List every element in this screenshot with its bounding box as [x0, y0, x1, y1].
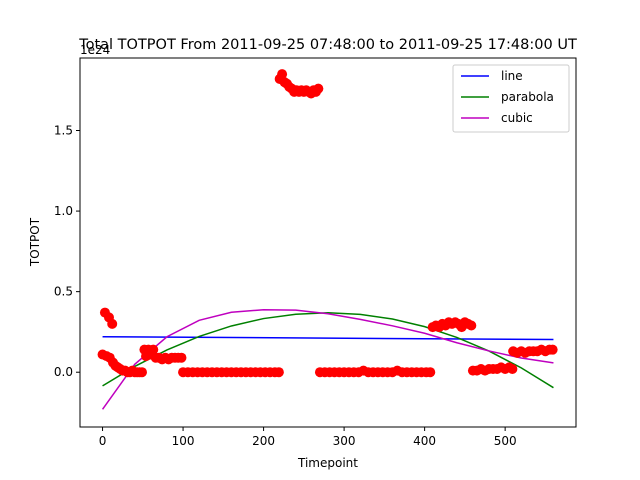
x-tick-label: 100	[172, 434, 195, 448]
y-tick-label: 0.0	[54, 365, 73, 379]
series-layer	[101, 308, 554, 410]
y-tick-label: 1.0	[54, 204, 73, 218]
scatter-point	[507, 363, 518, 374]
scatter-point	[313, 83, 324, 94]
scatter-point	[148, 344, 159, 355]
y-axis-label: TOTPOT	[28, 217, 42, 267]
scatter-point	[176, 352, 187, 363]
legend-box	[452, 64, 570, 133]
axes-frame	[79, 57, 577, 428]
x-tick-label: 500	[494, 434, 517, 448]
x-tick-label: 200	[252, 434, 275, 448]
legend: line parabola cubic	[452, 64, 570, 133]
series-cubic-line	[101, 308, 554, 410]
scatter-point	[425, 367, 436, 378]
scatter-points	[97, 69, 558, 378]
y-offset-text: 1e24	[80, 43, 110, 57]
x-tick-label: 0	[99, 434, 107, 448]
series-parabola-line	[102, 312, 554, 389]
scatter-point	[277, 69, 288, 80]
scatter-point	[273, 367, 284, 378]
x-tick-label: 300	[333, 434, 356, 448]
ticks: 0 100 200 300 400 500 0.0 0.5 1.0 1.5	[54, 124, 517, 448]
scatter-point	[466, 320, 477, 331]
y-tick-label: 1.5	[54, 124, 73, 138]
legend-label-cubic: cubic	[501, 111, 533, 125]
x-axis-label: Timepoint	[297, 456, 358, 470]
scatter-point	[107, 318, 118, 329]
scatter-point	[547, 344, 558, 355]
y-tick-label: 0.5	[54, 285, 73, 299]
legend-label-line: line	[501, 69, 523, 83]
chart-title: Total TOTPOT From 2011-09-25 07:48:00 to…	[78, 37, 577, 53]
legend-label-parabola: parabola	[501, 90, 554, 104]
scatter-point	[137, 367, 147, 378]
x-tick-label: 400	[413, 434, 436, 448]
series-line-line	[102, 336, 554, 341]
